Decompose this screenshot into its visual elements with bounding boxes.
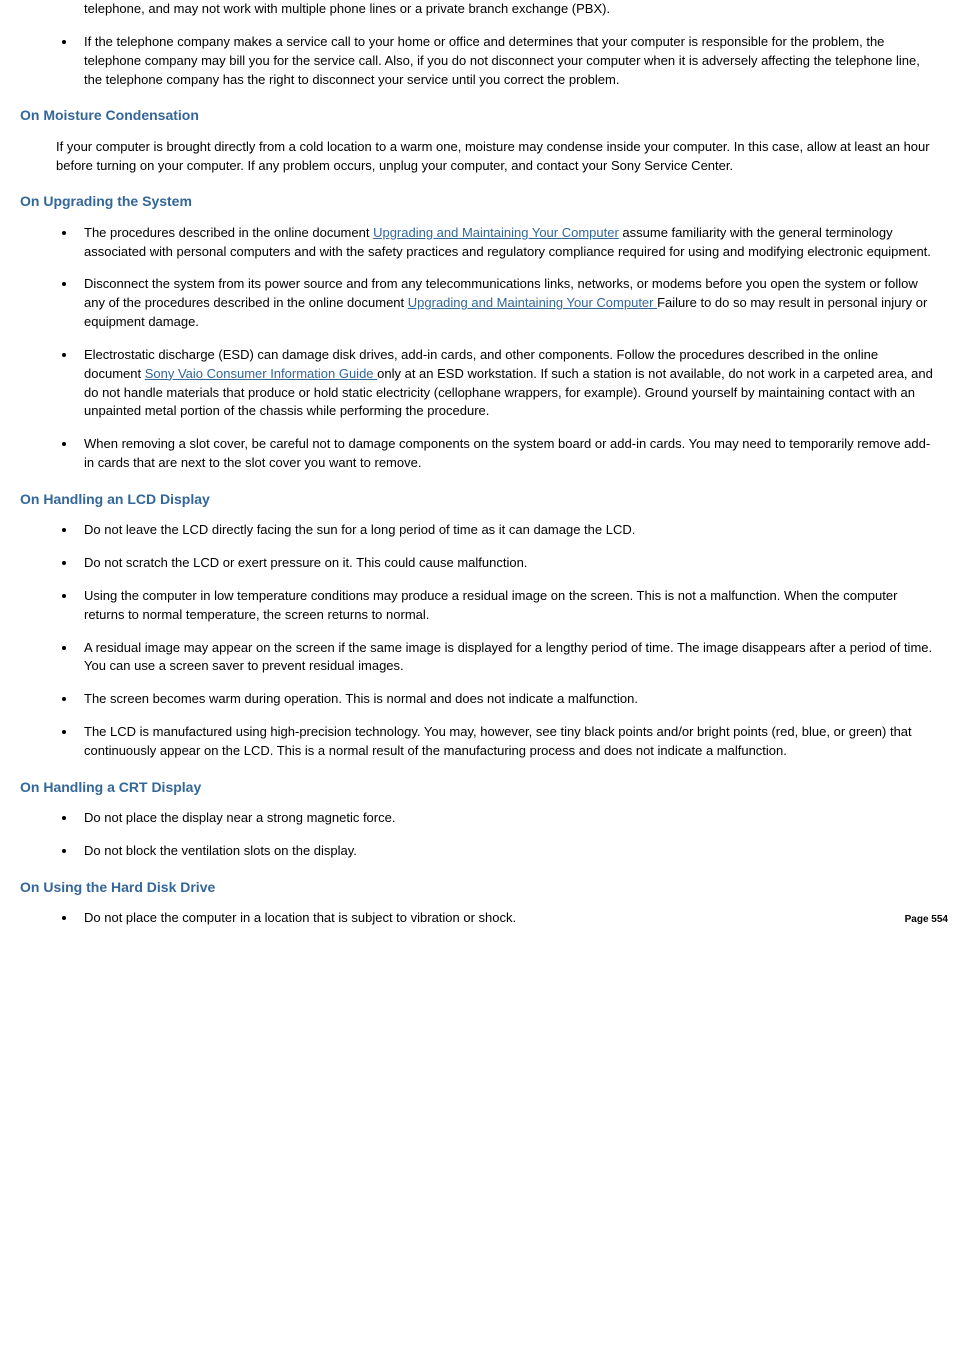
- lcd-bullet-0: Do not leave the LCD directly facing the…: [56, 521, 934, 540]
- lcd-list: Do not leave the LCD directly facing the…: [56, 521, 934, 761]
- heading-hdd: On Using the Hard Disk Drive: [20, 877, 934, 897]
- heading-moisture: On Moisture Condensation: [20, 105, 934, 125]
- upgrading-bullet-2: Electrostatic discharge (ESD) can damage…: [56, 346, 934, 421]
- heading-lcd: On Handling an LCD Display: [20, 489, 934, 509]
- upgrading-bullet-0: The procedures described in the online d…: [56, 224, 934, 262]
- hdd-bullet-0: Do not place the computer in a location …: [56, 909, 934, 928]
- intro-list: If the telephone company makes a service…: [56, 33, 934, 90]
- lcd-bullet-3: A residual image may appear on the scree…: [56, 639, 934, 677]
- hdd-list: Do not place the computer in a location …: [56, 909, 934, 928]
- upgrading-bullet-1: Disconnect the system from its power sou…: [56, 275, 934, 332]
- lcd-bullet-5: The LCD is manufactured using high-preci…: [56, 723, 934, 761]
- moisture-paragraph: If your computer is brought directly fro…: [56, 138, 934, 176]
- link-consumer-guide[interactable]: Sony Vaio Consumer Information Guide: [145, 366, 377, 381]
- upgrading-bullet-3: When removing a slot cover, be careful n…: [56, 435, 934, 473]
- crt-list: Do not place the display near a strong m…: [56, 809, 934, 861]
- prev-bullet-continuation: telephone, and may not work with multipl…: [84, 0, 934, 19]
- heading-crt: On Handling a CRT Display: [20, 777, 934, 797]
- page-number: Page 554: [905, 913, 948, 928]
- link-upgrading-doc-1[interactable]: Upgrading and Maintaining Your Computer: [373, 225, 619, 240]
- link-upgrading-doc-2[interactable]: Upgrading and Maintaining Your Computer: [408, 295, 657, 310]
- lcd-bullet-1: Do not scratch the LCD or exert pressure…: [56, 554, 934, 573]
- crt-bullet-1: Do not block the ventilation slots on th…: [56, 842, 934, 861]
- heading-upgrading: On Upgrading the System: [20, 191, 934, 211]
- upgrading-list: The procedures described in the online d…: [56, 224, 934, 473]
- text-fragment: The procedures described in the online d…: [84, 225, 373, 240]
- crt-bullet-0: Do not place the display near a strong m…: [56, 809, 934, 828]
- lcd-bullet-4: The screen becomes warm during operation…: [56, 690, 934, 709]
- intro-bullet-service-call: If the telephone company makes a service…: [56, 33, 934, 90]
- page-footer: Do not place the computer in a location …: [20, 909, 934, 928]
- lcd-bullet-2: Using the computer in low temperature co…: [56, 587, 934, 625]
